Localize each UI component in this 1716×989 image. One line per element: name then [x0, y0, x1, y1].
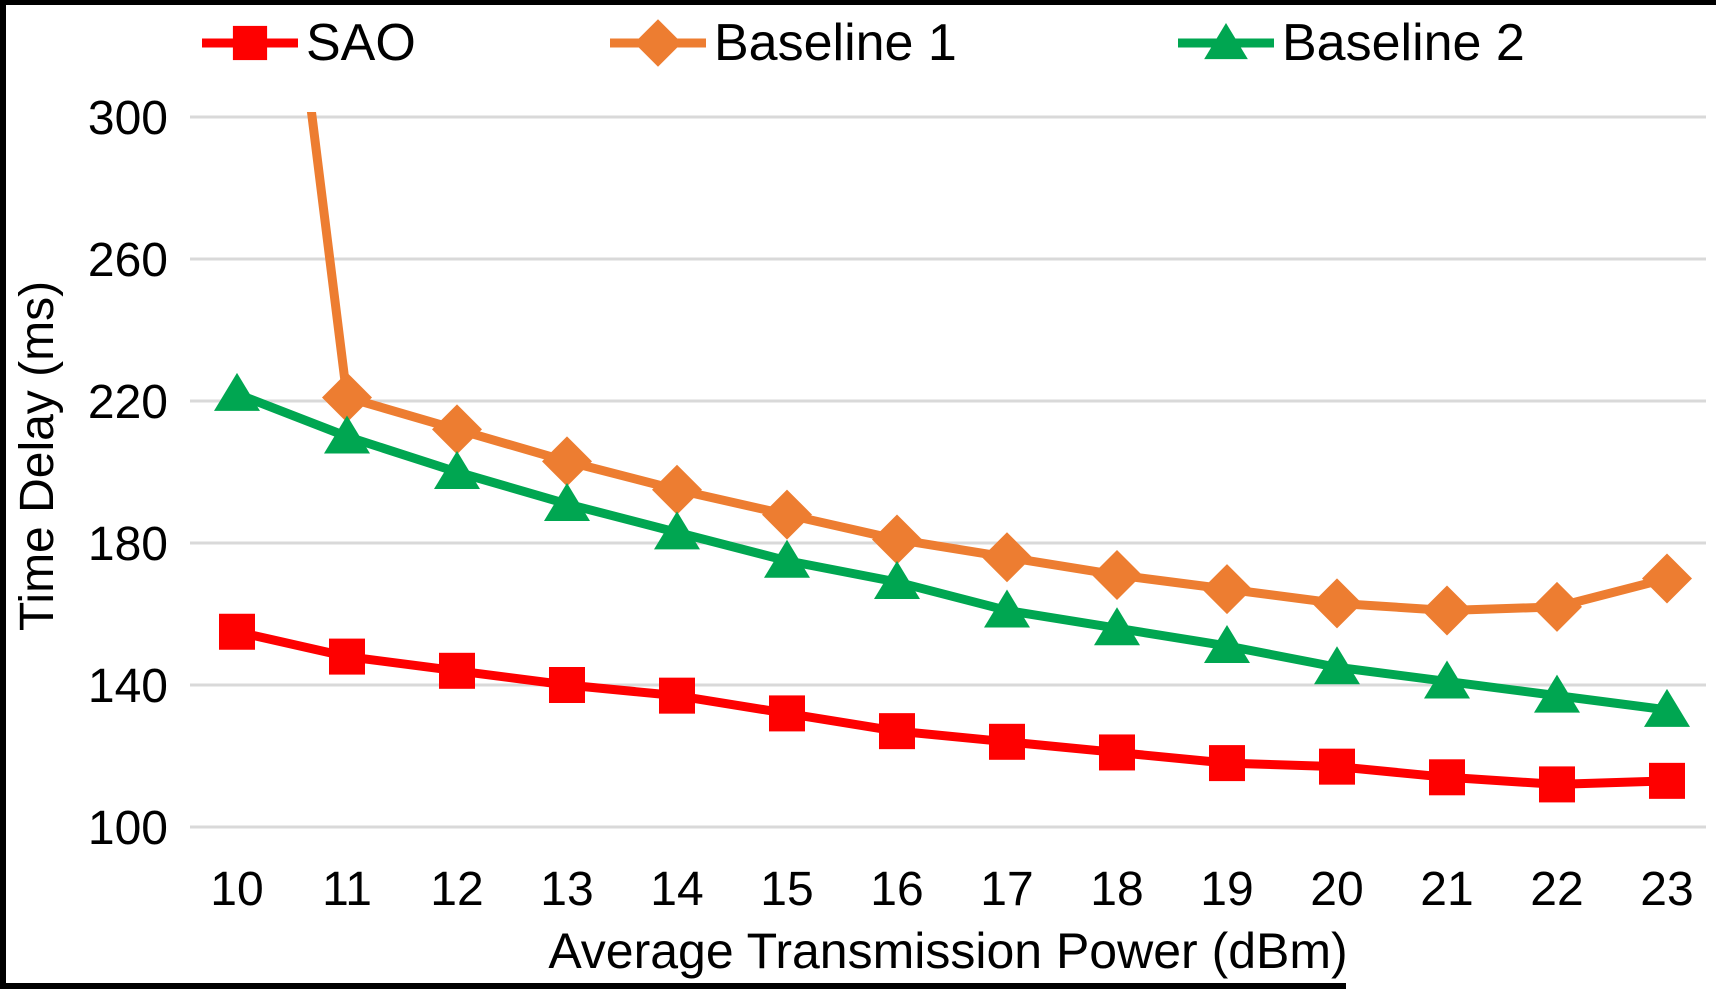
legend-label-baseline1: Baseline 1 [714, 14, 957, 72]
x-tick-label-10: 10 [210, 863, 263, 916]
legend-marker-triangle-icon [1178, 23, 1274, 60]
window-border-left [0, 0, 6, 989]
x-tick-label-14: 14 [650, 863, 703, 916]
legend-label-sao: SAO [306, 14, 416, 72]
series-sao [219, 613, 1685, 803]
x-tick-label-12: 12 [430, 863, 483, 916]
legend-marker-square-icon [202, 25, 298, 61]
y-tick-label-100: 100 [88, 802, 168, 855]
x-axis-title: Average Transmission Power (dBm) [548, 923, 1348, 979]
x-tick-label-17: 17 [980, 863, 1033, 916]
y-tick-label-260: 260 [88, 234, 168, 287]
series-baseline-1 [306, 112, 1692, 636]
x-tick-label-11: 11 [322, 863, 372, 916]
x-tick-label-13: 13 [540, 863, 593, 916]
y-tick-label-220: 220 [88, 376, 168, 429]
x-tick-label-15: 15 [760, 863, 813, 916]
y-tick-label-180: 180 [88, 518, 168, 571]
legend-entry-sao: SAO [200, 8, 416, 78]
series-baseline-2 [214, 372, 1690, 727]
window-border-bottom [0, 983, 1346, 989]
y-tick-label-300: 300 [88, 92, 168, 145]
x-tick-label-16: 16 [870, 863, 923, 916]
x-tick-label-21: 21 [1420, 863, 1473, 916]
x-tick-label-19: 19 [1200, 863, 1253, 916]
x-tick-label-18: 18 [1090, 863, 1143, 916]
legend-marker-diamond-icon [610, 19, 706, 67]
y-axis-title: Time Delay (ms) [11, 280, 64, 632]
y-tick-label-140: 140 [88, 660, 168, 713]
legend-label-baseline2: Baseline 2 [1282, 14, 1525, 72]
x-tick-label-22: 22 [1530, 863, 1583, 916]
chart-legend: SAO Baseline 1 Baseline 2 [0, 8, 1716, 78]
legend-entry-baseline2: Baseline 2 [1176, 8, 1525, 78]
x-tick-label-23: 23 [1640, 863, 1693, 916]
x-tick-label-20: 20 [1310, 863, 1363, 916]
legend-entry-baseline1: Baseline 1 [608, 8, 957, 78]
window-border-top [0, 0, 1716, 5]
